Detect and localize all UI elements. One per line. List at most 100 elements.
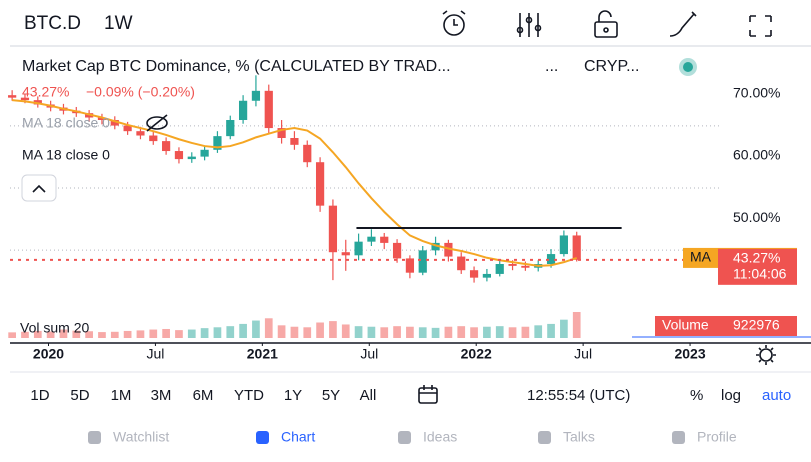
price-badge [718,248,797,285]
nav-item[interactable]: Ideas [423,429,457,445]
x-tick-label: Jul [574,346,592,362]
volume-badge [655,316,797,336]
candle-body [20,97,30,101]
nav-icon [256,431,269,444]
nav-item[interactable]: Chart [281,429,315,445]
settings-icon[interactable] [756,345,776,365]
indicators-icon[interactable] [516,13,542,37]
candle-body [418,250,427,273]
volume-badge-name: Volume [662,317,709,333]
candle-body [110,120,119,126]
range-button[interactable]: 1D [30,387,49,404]
candle-body [469,270,479,278]
x-tick-label: 2021 [247,346,278,362]
volume-bar [123,330,132,338]
candle-body [431,242,440,251]
candle-body [162,141,171,152]
range-button[interactable]: 6M [193,387,214,404]
candle-body [392,242,402,259]
candle-body [123,125,132,132]
volume-bar [264,318,273,338]
volume-bar [483,326,491,338]
volume-bar [33,330,42,338]
volume-bar [393,326,401,338]
nav-item[interactable]: Profile [697,429,737,445]
candle-body [508,264,517,266]
candle-body [213,136,222,150]
candle-body [328,205,338,253]
symbol[interactable]: BTC.D [24,13,81,34]
ma-line [12,99,578,267]
volume-bar [149,329,158,338]
date-range-icon[interactable] [418,385,438,404]
range-button[interactable]: 5Y [322,387,340,404]
collapse-icon [32,184,46,193]
auto-toggle[interactable]: auto [762,387,791,404]
candle-body [559,235,568,255]
range-button[interactable]: 5D [70,387,89,404]
candle-body [495,264,504,274]
x-tick-label: 2020 [33,346,64,362]
header-price: 43.27% [22,84,69,100]
ma-badge-name: MA [690,249,712,265]
clock: 12:55:54 (UTC) [527,387,630,404]
candle-body [572,235,581,260]
percent-toggle[interactable]: % [690,387,703,404]
candle-body [277,128,286,138]
candle-body [187,156,196,160]
x-tick-label: 2022 [461,346,492,362]
volume-bar [444,326,453,338]
range-button[interactable]: 1M [111,387,132,404]
interval[interactable]: 1W [104,13,133,34]
volume-bar [547,323,555,338]
volume-bar [303,327,312,338]
volume-bar [367,326,376,338]
volume-bar [187,329,196,338]
fullscreen-icon[interactable] [749,15,772,37]
candle-body [457,256,466,271]
candle-body [315,162,325,206]
volume-bar [341,324,350,338]
candle-body [226,120,235,137]
volume-bar [252,320,260,338]
x-tick-label: Jul [360,346,378,362]
nav-icon [538,431,551,444]
volume-badge-value: 922976 [733,317,780,333]
x-tick-label: 2023 [674,346,705,362]
candle-body [8,95,17,98]
volume-bar [290,326,299,338]
volume-bar [406,326,414,338]
lock-icon[interactable] [594,10,618,38]
volume-bar [21,331,29,338]
nav-item[interactable]: Watchlist [113,429,169,445]
range-button[interactable]: 1Y [284,387,302,404]
y-tick-label: 50.00% [733,209,780,225]
volume-bar [213,327,222,338]
volume-label: Vol sum 20 [20,320,89,336]
alert-icon[interactable] [442,10,466,36]
collapse-button[interactable] [21,174,57,202]
candle-body [380,236,389,243]
volume-bar [175,330,183,338]
draw-icon[interactable] [669,11,697,37]
volume-bar [46,331,55,338]
volume-bar [508,327,517,338]
candle-body [303,144,312,163]
range-button[interactable]: All [360,387,377,404]
candle-body [149,135,158,142]
candle-body [444,242,453,257]
volume-bar [470,327,478,338]
volume-bar [354,326,363,338]
range-button[interactable]: 3M [151,387,172,404]
volume-bar [85,331,93,338]
countdown: 11:04:06 [733,266,787,282]
range-button[interactable]: YTD [234,387,264,404]
log-toggle[interactable]: log [721,387,741,404]
nav-item[interactable]: Talks [563,429,595,445]
candle-body [354,241,363,256]
candle-body [174,151,184,160]
volume-bar [316,322,324,338]
volume-bar [329,321,337,338]
y-tick-label: 70.00% [733,85,780,101]
hidden-icon[interactable] [146,114,168,132]
